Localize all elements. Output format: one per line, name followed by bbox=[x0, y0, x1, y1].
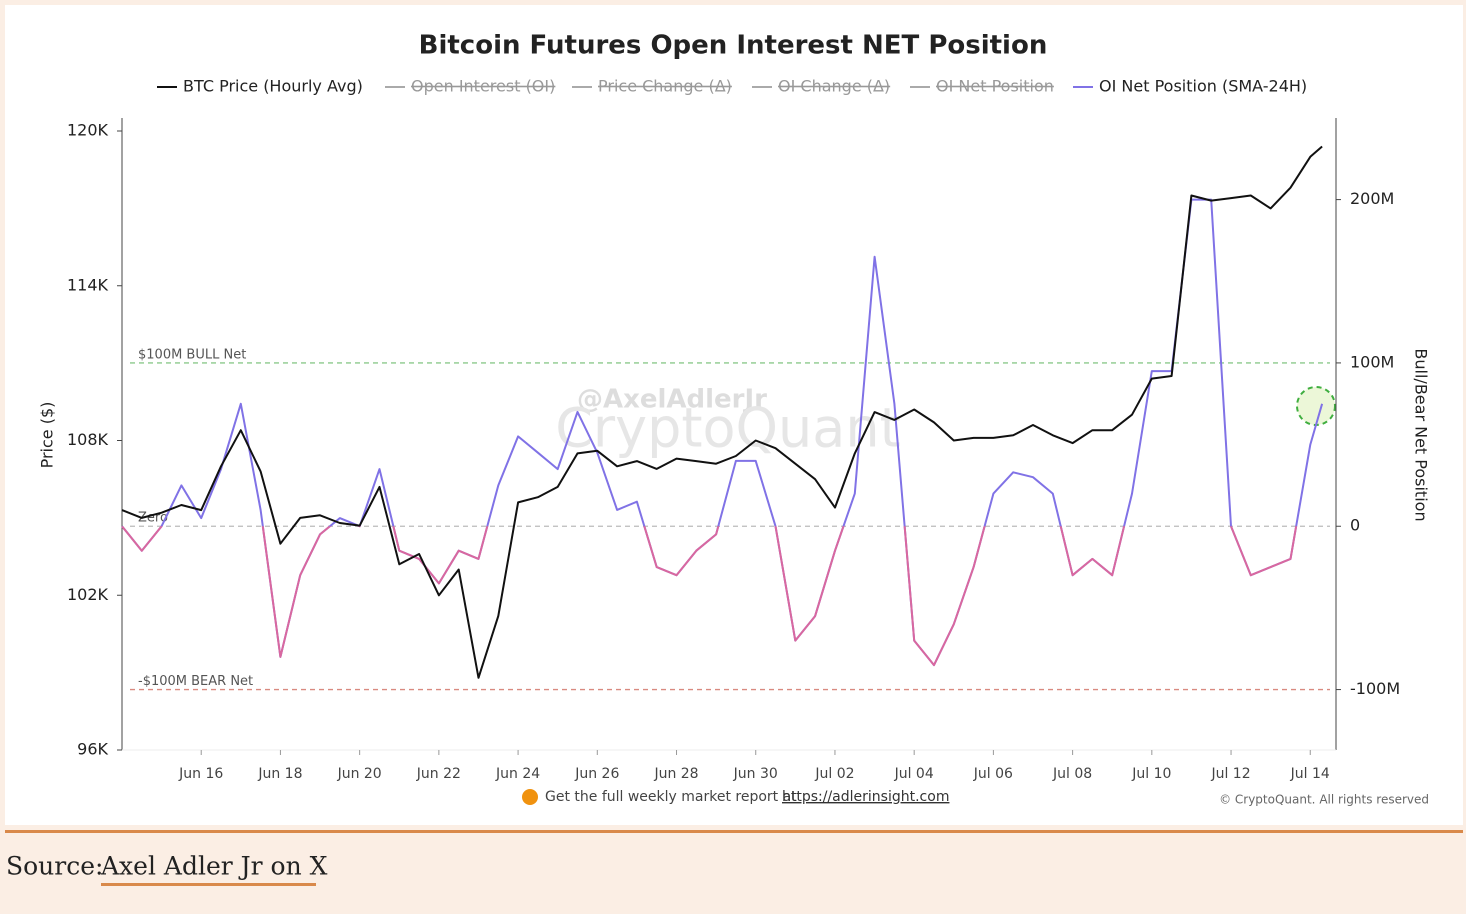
x-tick-label: Jun 30 bbox=[733, 766, 778, 782]
x-tick-label: Jul 02 bbox=[814, 766, 854, 782]
annotation: $100M BULL Net bbox=[138, 347, 246, 362]
source-label: Source: bbox=[6, 852, 103, 881]
y-tick-label: 120K bbox=[67, 121, 109, 140]
footer-link[interactable]: https://adlerinsight.com bbox=[782, 789, 949, 805]
annotation: -$100M BEAR Net bbox=[138, 674, 253, 689]
watermark: @AxelAdlerJr bbox=[577, 385, 767, 415]
y-axis-label: Price ($) bbox=[38, 402, 57, 469]
x-tick-label: Jul 14 bbox=[1290, 766, 1330, 782]
y2-axis-label: Bull/Bear Net Position bbox=[1412, 348, 1431, 521]
series-line-negative bbox=[121, 526, 1298, 667]
divider bbox=[5, 830, 1463, 833]
y-tick-label: 108K bbox=[67, 430, 109, 449]
y-tick-label: 102K bbox=[67, 585, 109, 604]
annotation: Zero bbox=[138, 511, 168, 526]
y2-tick-label: -100M bbox=[1350, 679, 1400, 698]
x-tick-label: Jun 20 bbox=[337, 766, 382, 782]
x-tick-label: Jun 18 bbox=[257, 766, 302, 782]
y-tick-label: 114K bbox=[67, 275, 109, 294]
highlight bbox=[1296, 386, 1336, 426]
legend-label: OI Net Position (SMA-24H) bbox=[1099, 77, 1307, 96]
x-tick-label: Jun 16 bbox=[178, 766, 223, 782]
y2-tick-label: 200M bbox=[1350, 189, 1394, 208]
x-tick-label: Jun 26 bbox=[574, 766, 619, 782]
legend-label: Price Change (Δ) bbox=[598, 77, 732, 96]
y2-tick-label: 0 bbox=[1350, 516, 1360, 535]
icon bbox=[522, 789, 538, 805]
x-tick-label: Jul 12 bbox=[1210, 766, 1250, 782]
y-tick-label: 96K bbox=[77, 740, 108, 759]
x-tick-label: Jul 10 bbox=[1131, 766, 1171, 782]
x-tick-label: Jul 08 bbox=[1052, 766, 1092, 782]
underline bbox=[101, 883, 316, 886]
legend-label: OI Change (Δ) bbox=[778, 77, 890, 96]
x-tick-label: Jun 28 bbox=[653, 766, 698, 782]
legend-label: Open Interest (OI) bbox=[411, 77, 555, 96]
x-tick-label: Jun 22 bbox=[416, 766, 461, 782]
legend-label: BTC Price (Hourly Avg) bbox=[183, 77, 363, 96]
series-line bbox=[121, 145, 1323, 679]
source-link[interactable]: Axel Adler Jr on X bbox=[100, 852, 328, 881]
x-tick-label: Jun 24 bbox=[495, 766, 540, 782]
legend-label: OI Net Position bbox=[936, 77, 1054, 96]
y2-tick-label: 100M bbox=[1350, 352, 1394, 371]
x-tick-label: Jul 06 bbox=[973, 766, 1013, 782]
copyright: © CryptoQuant. All rights reserved bbox=[1219, 793, 1429, 807]
watermark: CryptoQuant bbox=[555, 397, 901, 460]
panel bbox=[5, 5, 1463, 825]
chart-title: Bitcoin Futures Open Interest NET Positi… bbox=[419, 31, 1048, 61]
x-tick-label: Jul 04 bbox=[894, 766, 934, 782]
footer-text: Get the full weekly market report at bbox=[545, 789, 797, 805]
